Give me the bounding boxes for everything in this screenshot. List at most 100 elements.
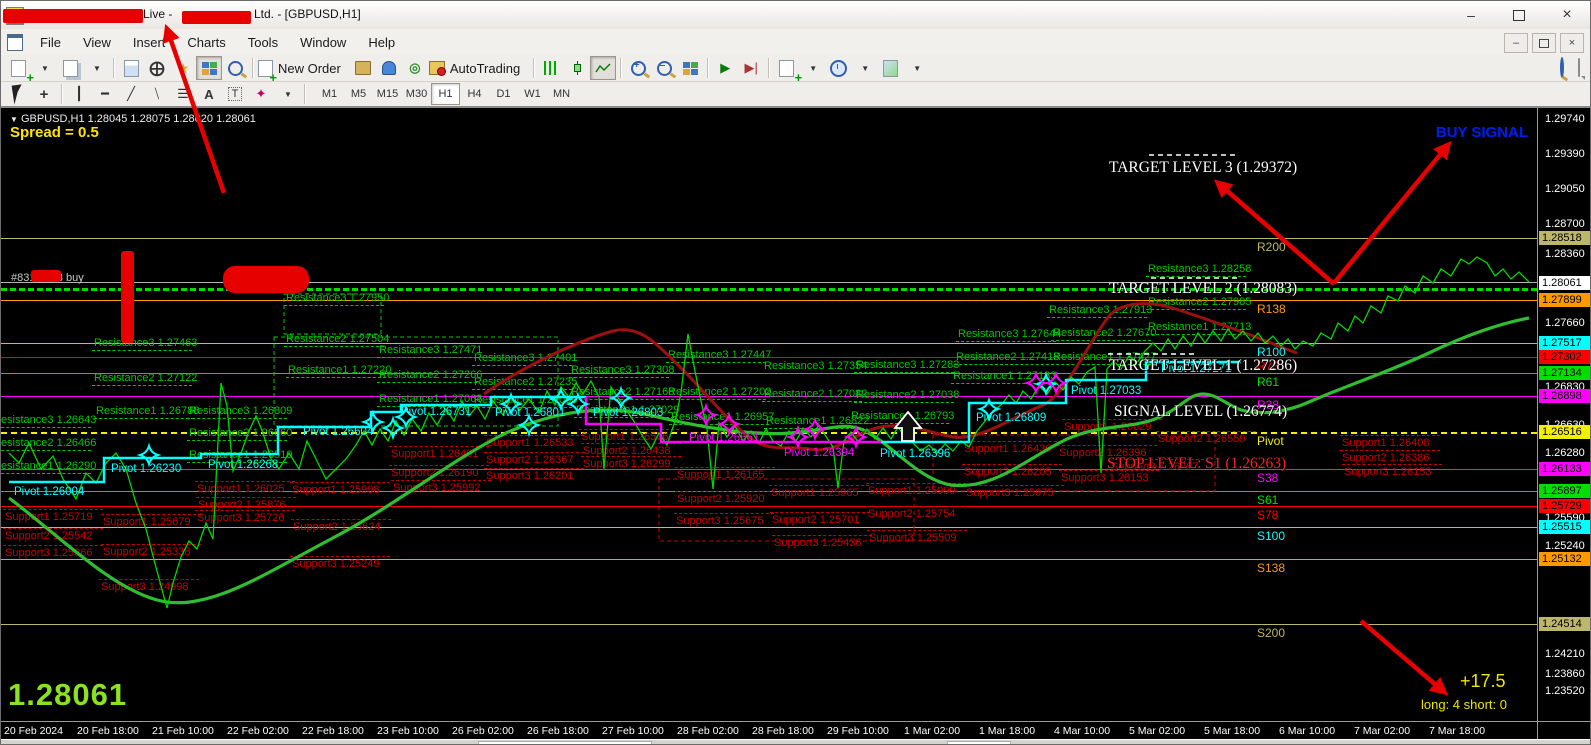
support-dash [867,530,967,531]
indicators-button[interactable]: + [773,56,802,84]
timeframe-m30[interactable]: M30 [405,88,428,100]
resistance-label: Resistance2 1.27038 [856,389,960,401]
time-axis-label: 28 Feb 02:00 [677,725,739,737]
profiles-dropdown[interactable]: ▼ [93,63,101,73]
menu-charts[interactable]: Charts [187,34,226,50]
timeframe-h4[interactable]: H4 [467,88,482,100]
maximize-button[interactable] [1504,5,1534,25]
support-dash [769,485,869,486]
resistance-dash [1051,340,1151,341]
templates-dropdown[interactable]: ▼ [913,63,922,73]
arrows-dropdown[interactable]: ▼ [284,89,292,99]
new-order-icon[interactable]: + [257,56,277,84]
strategy-tester-icon[interactable] [222,56,248,80]
experts-icon[interactable] [376,56,402,80]
minimize-button[interactable]: – [1467,7,1475,23]
resistance-label: Resistance1 1.27220 [288,364,392,376]
resistance-dash [854,402,954,403]
fibonacci-tool[interactable]: ☰ [177,86,189,101]
periods-button[interactable] [825,56,851,80]
chat-icon[interactable] [1578,58,1580,77]
timeframe-m5[interactable]: M5 [350,88,367,100]
timeframe-m1[interactable]: M1 [321,88,338,100]
chart-shift-icon[interactable]: ▶| [744,60,758,75]
metaeditor-icon[interactable] [350,56,376,80]
menu-insert[interactable]: Insert [132,34,166,50]
new-chart-dropdown[interactable]: ▼ [41,63,49,73]
diamond-marker [498,391,524,417]
level-line-s38 [1,469,1537,470]
cursor-tool[interactable] [5,82,31,106]
support-label: Support1 1.26533 [486,437,574,449]
menu-tools[interactable]: Tools [247,34,279,50]
bar-chart-icon[interactable] [538,56,564,80]
zoom-out-icon[interactable]: – [651,56,677,80]
resistance-label: Resistance2 1.27082 [764,388,868,400]
timeframe-w1[interactable]: W1 [524,88,541,100]
profiles-button[interactable] [57,56,83,80]
autotrading-icon[interactable] [428,56,446,80]
resistance-label: Resistance3 1.27447 [668,349,772,361]
text-label-tool[interactable]: T [222,82,248,106]
target2-line [1,288,1537,291]
market-watch-icon[interactable] [118,56,144,80]
indicators-dropdown[interactable]: ▼ [809,63,818,73]
menu-file[interactable]: File [40,34,61,50]
new-chart-button[interactable]: + [5,56,34,84]
new-order-button[interactable]: New Order [278,60,341,76]
support-dash [484,452,584,453]
timeframe-m15[interactable]: M15 [376,88,399,100]
text-tool[interactable]: A [204,86,214,102]
auto-scroll-icon[interactable]: ▶ [720,60,731,75]
support-dash [675,467,775,468]
child-restore-button[interactable] [1532,33,1556,53]
support-dash [391,480,491,481]
close-button[interactable]: × [1562,6,1572,23]
periods-dropdown[interactable]: ▼ [861,63,870,73]
price-badge-s78: 1.25729 [1539,499,1590,513]
timeframe-mn[interactable]: MN [552,88,571,100]
diamond-marker [976,396,1002,422]
support-dash [866,483,966,484]
navigator-icon[interactable]: ★ [176,59,190,76]
channel-tool[interactable]: ⧹ [154,86,160,101]
data-window-icon[interactable]: ⨁ [149,60,165,77]
templates-button[interactable] [877,56,903,80]
timeframe-h1[interactable]: H1 [431,83,460,105]
search-icon[interactable] [1560,57,1564,78]
menu-window[interactable]: Window [300,34,347,50]
menu-view[interactable]: View [82,34,111,50]
support-label: Support1 1.26408 [1342,437,1430,449]
tile-windows-icon[interactable] [677,56,703,80]
support-dash [1109,459,1209,460]
axis-tick: 1.29740 [1545,113,1585,125]
level-label-s138: S138 [1257,561,1286,575]
status-cell-profile[interactable] [478,741,652,744]
autotrading-button[interactable]: AutoTrading [449,60,521,76]
support-dash [3,545,103,546]
support-label: Support1 1.26025 [197,483,285,495]
trendline-tool[interactable]: ╱ [127,86,135,101]
horizontal-line-tool[interactable]: ━ [101,86,109,101]
crosshair-tool[interactable]: + [39,85,49,103]
resistance-dash [377,382,477,383]
line-chart-icon[interactable] [590,56,617,80]
chart-plot[interactable]: 1.29740 1.29390 1.29050 1.28700 1.28360 1.276… [1,108,1590,739]
resistance-dash [951,383,1051,384]
signal-text: TARGET LEVEL 3 (1.29372) [1109,159,1298,176]
child-minimize-button[interactable]: – [1504,33,1528,53]
resistance-dash [284,346,384,347]
signals-icon[interactable]: ◎ [409,60,421,75]
vertical-line-tool[interactable]: ┃ [75,86,83,101]
support-dash [195,510,295,511]
child-close-button[interactable]: × [1560,33,1584,53]
resistance-label: Resistance3 1.27644 [958,328,1062,340]
time-axis-label: 5 Mar 02:00 [1129,725,1186,737]
menu-help[interactable]: Help [368,34,396,50]
status-cell-connection [947,741,1011,744]
arrows-tool[interactable]: ✦ [255,86,267,101]
timeframe-d1[interactable]: D1 [496,88,511,100]
terminal-icon[interactable] [196,56,222,80]
zoom-in-icon[interactable]: + [625,56,651,80]
candlestick-icon[interactable] [564,56,590,80]
